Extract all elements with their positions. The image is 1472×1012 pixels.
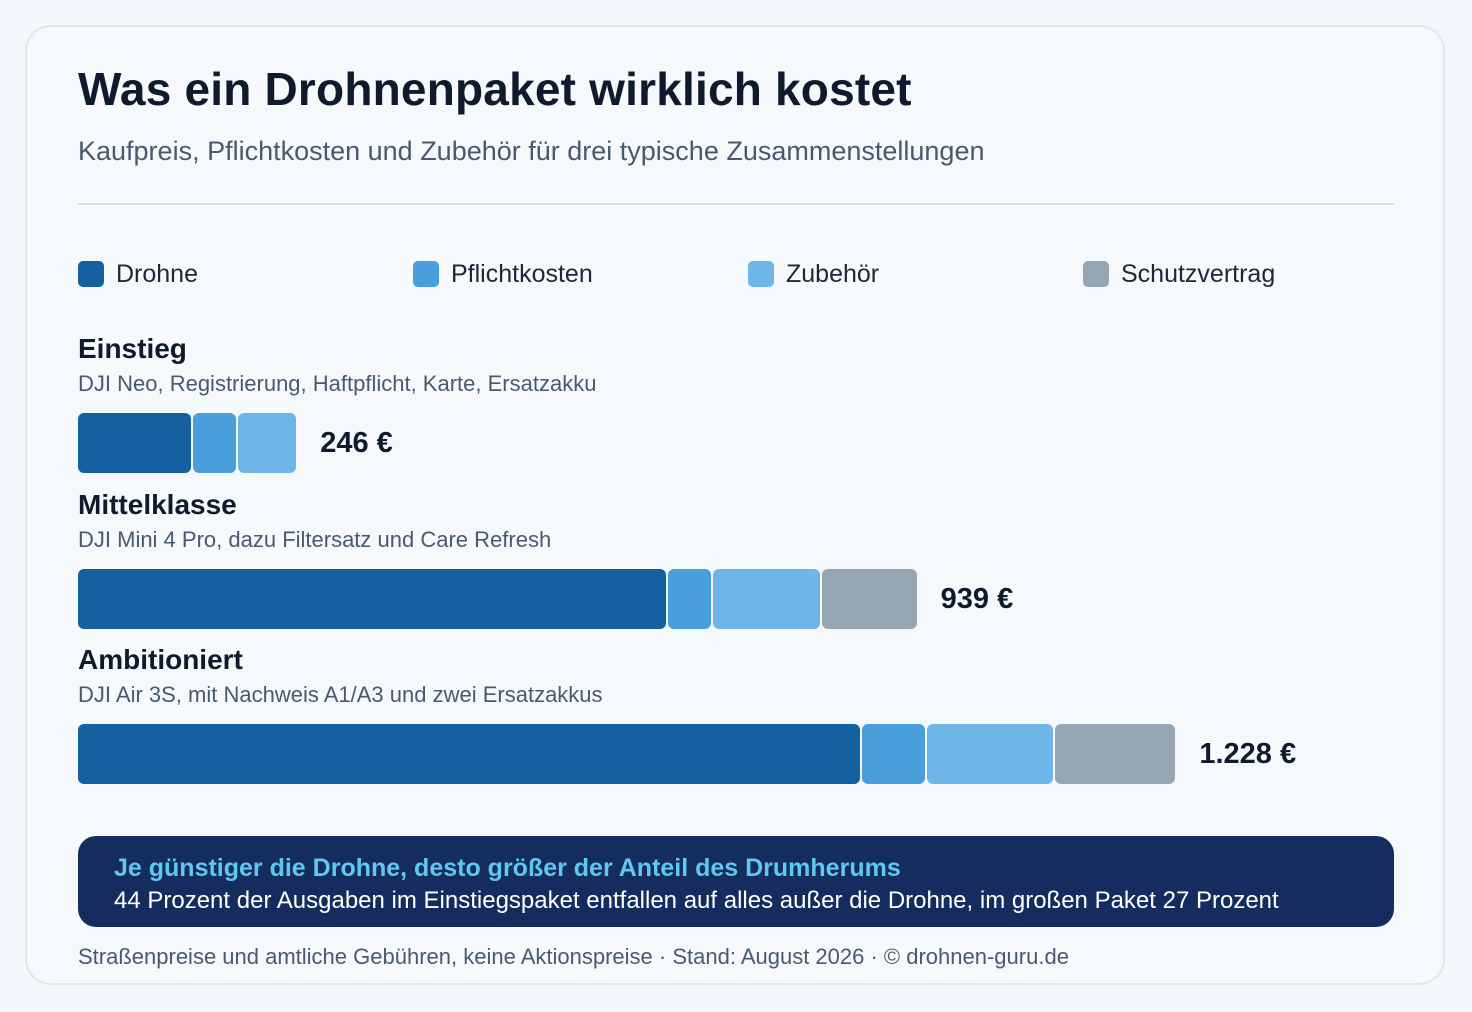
legend-item-drohne: Drohne: [78, 258, 198, 290]
chart-title: Was ein Drohnenpaket wirklich kostet: [78, 63, 912, 115]
divider: [78, 203, 1394, 205]
category-description-einstieg: DJI Neo, Registrierung, Haftpflicht, Kar…: [78, 371, 597, 396]
category-description-mittelklasse: DJI Mini 4 Pro, dazu Filtersatz und Care…: [78, 527, 552, 552]
chart-card: [25, 25, 1445, 985]
category-description-ambitioniert: DJI Air 3S, mit Nachweis A1/A3 und zwei …: [78, 682, 603, 707]
total-label-ambitioniert: 1.228 €: [1199, 738, 1297, 770]
bar-segment-ambitioniert-zubehoer: [926, 724, 1053, 784]
legend-label: Drohne: [116, 259, 198, 288]
category-label-mittelklasse: Mittelklasse: [78, 489, 237, 520]
bar-segment-ambitioniert-drohne: [78, 724, 861, 784]
bar-segment-einstieg-zubehoer: [238, 413, 297, 473]
legend-item-schutzvertrag: Schutzvertrag: [1083, 258, 1275, 290]
bar-segment-ambitioniert-schutzvertrag: [1054, 724, 1176, 784]
legend-item-zubehoer: Zubehör: [748, 258, 879, 290]
bar-segment-einstieg-drohne: [78, 413, 192, 473]
bar-segment-mittelklasse-pflichtkosten: [667, 569, 711, 629]
total-label-einstieg: 246 €: [320, 427, 393, 459]
insight-callout: Je günstiger die Drohne, desto größer de…: [78, 836, 1394, 927]
chart-subtitle: Kaufpreis, Pflichtkosten und Zubehör für…: [78, 136, 985, 166]
callout-title: Je günstiger die Drohne, desto größer de…: [114, 854, 901, 882]
category-label-ambitioniert: Ambitioniert: [78, 644, 243, 675]
legend-label: Pflichtkosten: [451, 259, 593, 288]
legend-swatch: [413, 261, 439, 287]
category-label-einstieg: Einstieg: [78, 333, 187, 364]
legend-swatch: [748, 261, 774, 287]
legend-swatch: [78, 261, 104, 287]
bar-segment-einstieg-pflichtkosten: [193, 413, 237, 473]
legend-label: Schutzvertrag: [1121, 259, 1276, 288]
callout-text: 44 Prozent der Ausgaben im Einstiegspake…: [114, 887, 1279, 914]
total-label-mittelklasse: 939 €: [940, 583, 1014, 615]
source-footer: Straßenpreise und amtliche Gebühren, kei…: [78, 944, 1069, 969]
legend-swatch: [1083, 261, 1109, 287]
bar-segment-mittelklasse-zubehoer: [712, 569, 820, 629]
bar-segment-mittelklasse-drohne: [78, 569, 666, 629]
legend-item-pflichtkosten: Pflichtkosten: [413, 258, 593, 290]
legend-label: Zubehör: [786, 259, 880, 288]
bar-segment-mittelklasse-schutzvertrag: [821, 569, 917, 629]
bar-segment-ambitioniert-pflichtkosten: [862, 724, 925, 784]
